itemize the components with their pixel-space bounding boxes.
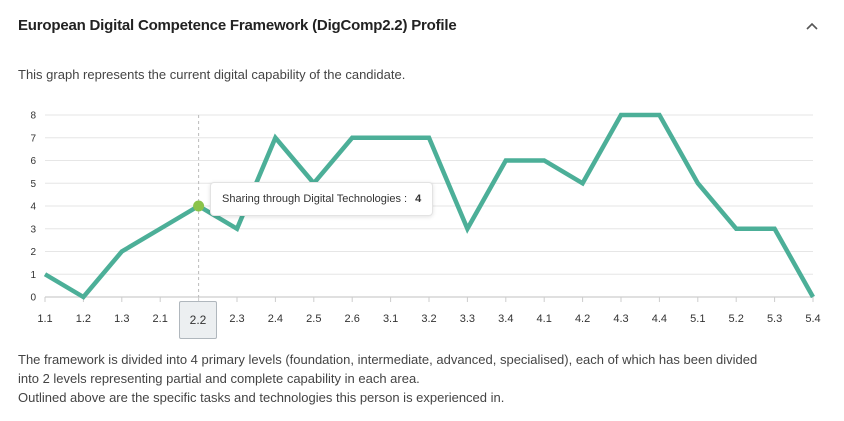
highlighted-data-point <box>193 200 205 212</box>
tooltip-label: Sharing through Digital Technologies : <box>222 193 408 205</box>
y-tick-label: 7 <box>30 133 36 144</box>
collapse-button[interactable] <box>800 14 824 38</box>
chart-description: This graph represents the current digita… <box>18 67 406 82</box>
y-tick-label: 6 <box>30 156 36 167</box>
x-tick-label: 3.1 <box>383 313 398 325</box>
tooltip-value: 4 <box>415 193 422 205</box>
y-tick-label: 1 <box>30 270 36 281</box>
chart-tooltip: Sharing through Digital Technologies : 4 <box>210 182 434 216</box>
footer-line: into 2 levels representing partial and c… <box>18 371 420 386</box>
x-tick-label: 3.3 <box>460 313 475 325</box>
axis-pointer-label: 2.2 <box>179 301 217 339</box>
series-line <box>43 112 815 300</box>
x-tick-label: 1.2 <box>76 313 91 325</box>
x-tick-label: 1.3 <box>114 313 129 325</box>
x-tick-label: 2.5 <box>306 313 321 325</box>
footer-text: The framework is divided into 4 primary … <box>18 350 828 407</box>
footer-line: The framework is divided into 4 primary … <box>18 352 758 367</box>
x-tick-label: 5.1 <box>690 313 705 325</box>
y-tick-label: 5 <box>30 179 36 190</box>
y-tick-label: 8 <box>30 111 36 122</box>
y-tick-label: 2 <box>30 247 36 258</box>
panel-title: European Digital Competence Framework (D… <box>18 17 457 34</box>
x-tick-label: 4.2 <box>575 313 590 325</box>
x-tick-label: 4.4 <box>652 313 667 325</box>
x-tick-label: 3.2 <box>421 313 436 325</box>
x-tick-label: 1.1 <box>37 313 52 325</box>
chevron-up-icon <box>806 22 818 30</box>
x-tick-label: 5.4 <box>805 313 820 325</box>
x-tick-label: 2.3 <box>229 313 244 325</box>
y-tick-label: 3 <box>30 224 36 235</box>
y-tick-label: 4 <box>30 202 36 213</box>
x-tick-label: 3.4 <box>498 313 513 325</box>
x-tick-label: 5.3 <box>767 313 782 325</box>
line-chart: 0 1 2 3 4 5 6 7 8 1.1 1.2 1.3 2.1 2.3 2.4 2.5 2.6 3.1 3.2 3… <box>30 111 820 326</box>
x-tick-label: 5.2 <box>729 313 744 325</box>
y-tick-label: 0 <box>30 293 36 304</box>
x-tick-label: 2.6 <box>345 313 360 325</box>
footer-line: Outlined above are the specific tasks an… <box>18 390 505 405</box>
x-tick-label: 2.4 <box>268 313 283 325</box>
x-tick-label: 4.1 <box>537 313 552 325</box>
x-tick-label: 2.1 <box>153 313 168 325</box>
x-tick-label: 4.3 <box>613 313 628 325</box>
